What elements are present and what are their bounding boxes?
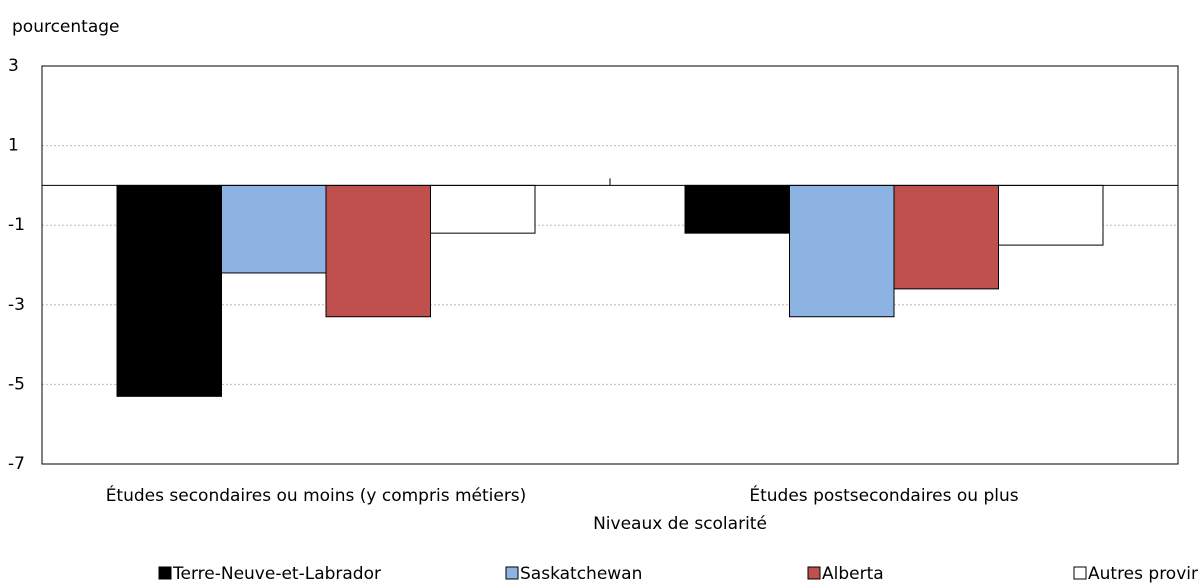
legend-label: Alberta — [822, 564, 884, 583]
x-axis-label: Niveaux de scolarité — [593, 514, 767, 534]
y-axis-label: pourcentage — [12, 17, 120, 37]
legend-label: Saskatchewan — [520, 564, 642, 583]
y-tick-label: 1 — [8, 136, 19, 156]
x-tick-label: Études postsecondaires ou plus — [749, 484, 1018, 506]
y-tick-label: -1 — [8, 215, 25, 235]
bar — [221, 184, 327, 274]
bar — [789, 184, 895, 318]
bar — [430, 184, 536, 234]
x-tick-label: Études secondaires ou moins (y compris m… — [106, 484, 527, 506]
bar — [116, 184, 222, 397]
legend-label: Terre-Neuve-et-Labrador — [172, 564, 381, 583]
y-tick-label: -7 — [8, 454, 25, 474]
legend-swatch — [1073, 566, 1087, 580]
legend-swatch — [505, 566, 519, 580]
y-tick-label: -3 — [8, 295, 25, 315]
legend-label: Autres provinces — [1088, 564, 1198, 583]
bar — [998, 184, 1104, 246]
bar — [893, 184, 999, 290]
y-tick-label: 3 — [8, 56, 19, 76]
y-tick-label: -5 — [8, 374, 25, 394]
bar — [684, 184, 790, 234]
plot-frame — [41, 65, 1179, 465]
legend-swatch — [807, 566, 821, 580]
bar — [325, 184, 431, 318]
legend-swatch — [158, 566, 172, 580]
